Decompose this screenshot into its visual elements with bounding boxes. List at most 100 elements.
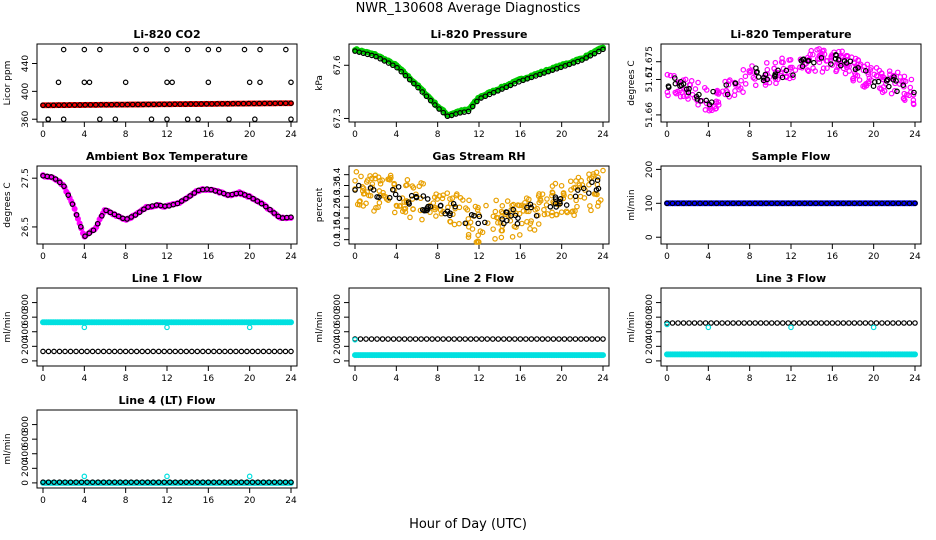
data-point xyxy=(169,79,175,86)
data-point xyxy=(434,196,441,202)
data-point xyxy=(45,348,52,355)
data-point xyxy=(883,78,890,84)
data-point xyxy=(912,200,918,207)
data-point xyxy=(856,77,863,83)
data-point xyxy=(99,213,105,219)
data-point xyxy=(460,197,466,203)
x-tick-label: 24 xyxy=(285,252,297,262)
data-point xyxy=(371,208,377,214)
data-point xyxy=(389,186,396,193)
data-point xyxy=(492,236,498,242)
data-point xyxy=(386,175,392,182)
data-point xyxy=(702,200,709,207)
data-point xyxy=(669,200,676,207)
y-tick-label: 26.5 xyxy=(21,217,31,237)
data-point xyxy=(211,348,217,355)
data-point xyxy=(288,100,294,106)
data-point xyxy=(103,101,110,108)
y-tick-label: 400 xyxy=(21,323,31,340)
y-tick-label: 0 xyxy=(645,234,655,240)
data-point xyxy=(352,187,358,193)
data-point xyxy=(549,190,556,196)
data-point xyxy=(790,200,797,207)
data-point xyxy=(69,201,76,207)
data-point xyxy=(779,200,786,207)
data-point xyxy=(593,187,600,193)
data-point xyxy=(774,200,781,207)
x-tick-label: 12 xyxy=(473,130,484,140)
data-point xyxy=(386,194,393,201)
data-point xyxy=(755,74,762,80)
series-2 xyxy=(352,336,606,342)
x-tick-label: 16 xyxy=(827,252,839,262)
data-point xyxy=(482,219,488,226)
data-point xyxy=(100,479,107,485)
x-tick-label: 12 xyxy=(161,374,172,384)
data-point xyxy=(111,211,118,218)
figure-xlabel: Hour of Day (UTC) xyxy=(409,517,527,532)
data-point xyxy=(773,80,779,87)
series-2 xyxy=(352,177,602,227)
data-point xyxy=(81,473,88,480)
data-point xyxy=(886,68,893,74)
data-point xyxy=(433,191,439,197)
data-point xyxy=(779,320,786,326)
data-point xyxy=(143,46,150,53)
data-point xyxy=(61,102,67,108)
data-point xyxy=(166,479,173,485)
data-point xyxy=(445,336,452,342)
data-point xyxy=(835,320,841,326)
data-point xyxy=(166,101,173,108)
data-point xyxy=(260,479,267,485)
y-tick-label: 0.3 xyxy=(333,189,343,203)
x-tick-label: 8 xyxy=(435,374,441,384)
data-point xyxy=(114,101,120,108)
x-tick-label: 24 xyxy=(909,130,921,140)
panel-ylabel: Licor ppm xyxy=(3,61,13,106)
data-point xyxy=(475,232,481,239)
data-point xyxy=(774,320,781,326)
data-point xyxy=(514,220,521,227)
data-point xyxy=(572,336,579,342)
data-point xyxy=(450,200,457,207)
data-point xyxy=(697,200,703,207)
data-point xyxy=(677,93,684,100)
data-point xyxy=(419,206,426,213)
x-tick-label: 12 xyxy=(473,374,484,384)
data-point xyxy=(260,348,267,355)
data-point xyxy=(184,46,191,53)
data-point xyxy=(832,55,839,62)
data-point xyxy=(108,101,115,108)
panel-ylabel: ml/min xyxy=(3,311,13,342)
data-point xyxy=(768,200,775,207)
data-point xyxy=(796,320,803,326)
data-point xyxy=(252,116,258,123)
data-point xyxy=(703,97,710,104)
series-3 xyxy=(40,348,294,355)
data-point xyxy=(352,336,358,343)
data-point xyxy=(128,479,134,485)
data-point xyxy=(495,219,501,226)
data-point xyxy=(757,320,764,326)
series-2 xyxy=(352,46,606,120)
y-tick-label: 67.6 xyxy=(333,55,343,75)
data-point xyxy=(757,200,764,207)
panel-ylabel: degrees C xyxy=(627,60,637,105)
data-point xyxy=(89,348,96,355)
data-point xyxy=(193,101,199,107)
data-point xyxy=(151,101,157,108)
data-point xyxy=(549,183,556,189)
data-point xyxy=(111,479,118,485)
data-point xyxy=(433,213,439,219)
data-point xyxy=(680,200,687,207)
data-point xyxy=(862,68,869,74)
data-point xyxy=(451,336,458,342)
data-point xyxy=(368,336,375,342)
data-point xyxy=(600,46,606,53)
data-point xyxy=(112,116,119,123)
series-1 xyxy=(352,167,606,245)
data-point xyxy=(148,116,155,123)
data-point xyxy=(762,82,769,88)
data-point xyxy=(391,209,398,216)
data-point xyxy=(448,200,454,207)
